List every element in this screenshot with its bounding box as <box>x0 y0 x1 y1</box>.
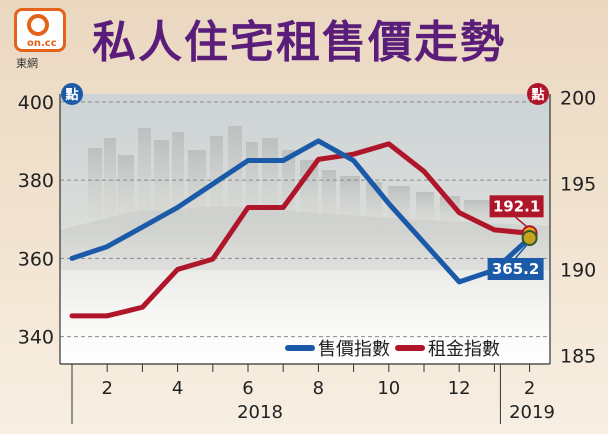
x-tick-label: 2 <box>101 378 112 399</box>
rent-index-line <box>69 141 533 319</box>
y-right-unit-badge: 點 <box>531 87 544 103</box>
sale-annotation-label-box <box>487 258 544 280</box>
y-left-tick-label: 400 <box>18 92 54 114</box>
axis-labels: 340 360 380 400 185 190 195 200 2 4 6 8 10 12 2 2018 201… <box>18 83 596 423</box>
oncc-logo: on.cc <box>14 8 66 52</box>
x-tick-label: 2 <box>524 378 535 399</box>
y-right-tick-label: 185 <box>560 345 596 367</box>
year-label-2018: 2018 <box>237 402 283 423</box>
legend-sale-label: 售價指數 <box>318 339 390 360</box>
x-tick-label: 8 <box>313 378 324 399</box>
x-tick-label: 12 <box>448 378 471 399</box>
year-label-2019: 2019 <box>509 402 555 423</box>
rent-annotation-leader <box>515 216 529 228</box>
sale-end-marker <box>521 230 538 246</box>
y-right-tick-label: 200 <box>560 87 596 109</box>
sale-annotation-leader <box>515 243 529 259</box>
x-tick-label: 6 <box>242 378 253 399</box>
y-left-tick-label: 380 <box>18 170 54 192</box>
y-right-tick-label: 195 <box>560 173 596 195</box>
annotations: 192.1 365.2 <box>487 195 544 280</box>
x-tick-label: 4 <box>172 378 183 399</box>
sale-index-line <box>69 138 533 285</box>
rent-annotation-label: 192.1 <box>493 197 540 215</box>
y-left-tick-label: 360 <box>18 248 54 270</box>
legend-rent-label: 租金指數 <box>428 339 500 360</box>
y-right-unit-badge-bg <box>527 83 549 105</box>
y-left-unit-badge-bg <box>61 83 83 105</box>
x-tick-label: 10 <box>377 378 400 399</box>
y-left-tick-label: 340 <box>18 327 54 349</box>
rent-annotation-label-box <box>489 195 544 218</box>
logo-subtitle: 東網 <box>16 57 38 70</box>
y-left-unit-badge: 點 <box>65 87 78 103</box>
logo-ring-icon <box>27 14 49 36</box>
chart-title: 私人住宅租售價走勢 <box>92 17 506 68</box>
axes <box>59 94 551 424</box>
series-lines <box>69 138 538 319</box>
sale-annotation-label: 365.2 <box>492 260 539 278</box>
logo-text: on.cc <box>27 38 57 49</box>
y-right-tick-label: 190 <box>560 259 596 281</box>
legend: 售價指數 租金指數 <box>285 339 500 360</box>
